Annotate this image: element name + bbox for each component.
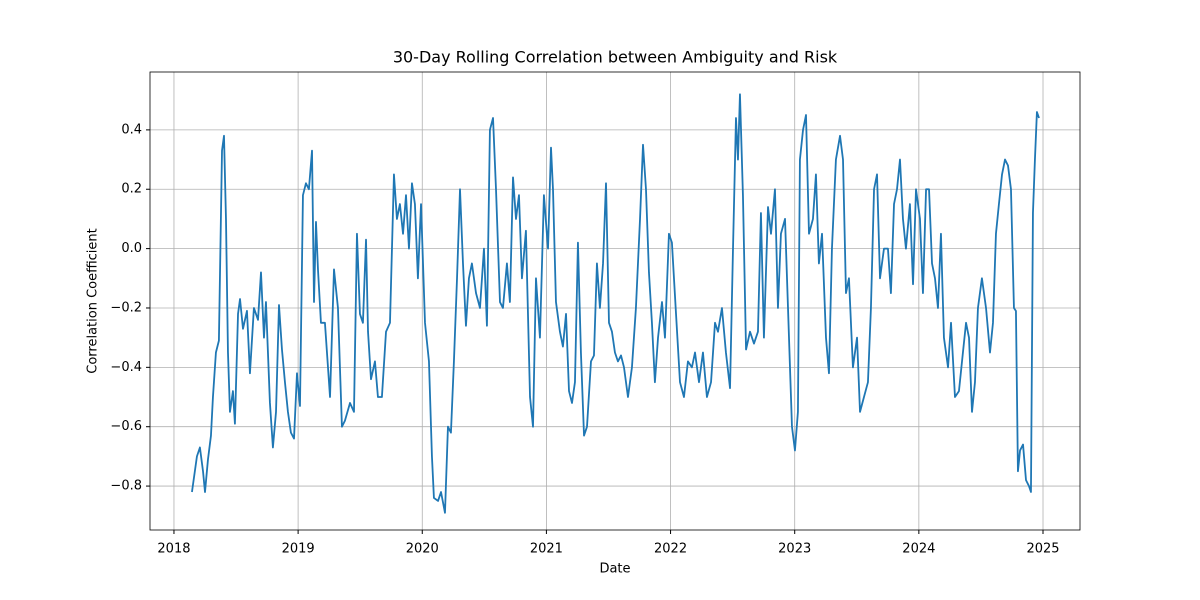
y-tick-label: −0.6	[110, 419, 142, 434]
x-tick-label: 2024	[902, 542, 935, 557]
x-tick-label: 2022	[654, 542, 687, 557]
x-tick-label: 2019	[282, 542, 315, 557]
x-tick-label: 2020	[406, 542, 439, 557]
y-tick-label: 0.2	[121, 182, 142, 197]
x-tick-label: 2018	[157, 542, 190, 557]
x-tick-label: 2023	[778, 542, 811, 557]
y-tick-label: 0.0	[121, 241, 142, 256]
y-tick-label: −0.8	[110, 479, 142, 494]
x-axis-label: Date	[599, 562, 630, 577]
y-tick-label: 0.4	[121, 122, 142, 137]
chart-title: 30-Day Rolling Correlation between Ambig…	[393, 48, 838, 67]
y-tick-label: −0.2	[110, 300, 142, 315]
x-tick-label: 2025	[1026, 542, 1059, 557]
y-axis-label: Correlation Coefficient	[86, 228, 101, 374]
data-line	[191, 93, 1040, 514]
y-tick-label: −0.4	[110, 360, 142, 375]
plot-frame	[149, 71, 1081, 531]
x-tick-label: 2021	[530, 542, 563, 557]
